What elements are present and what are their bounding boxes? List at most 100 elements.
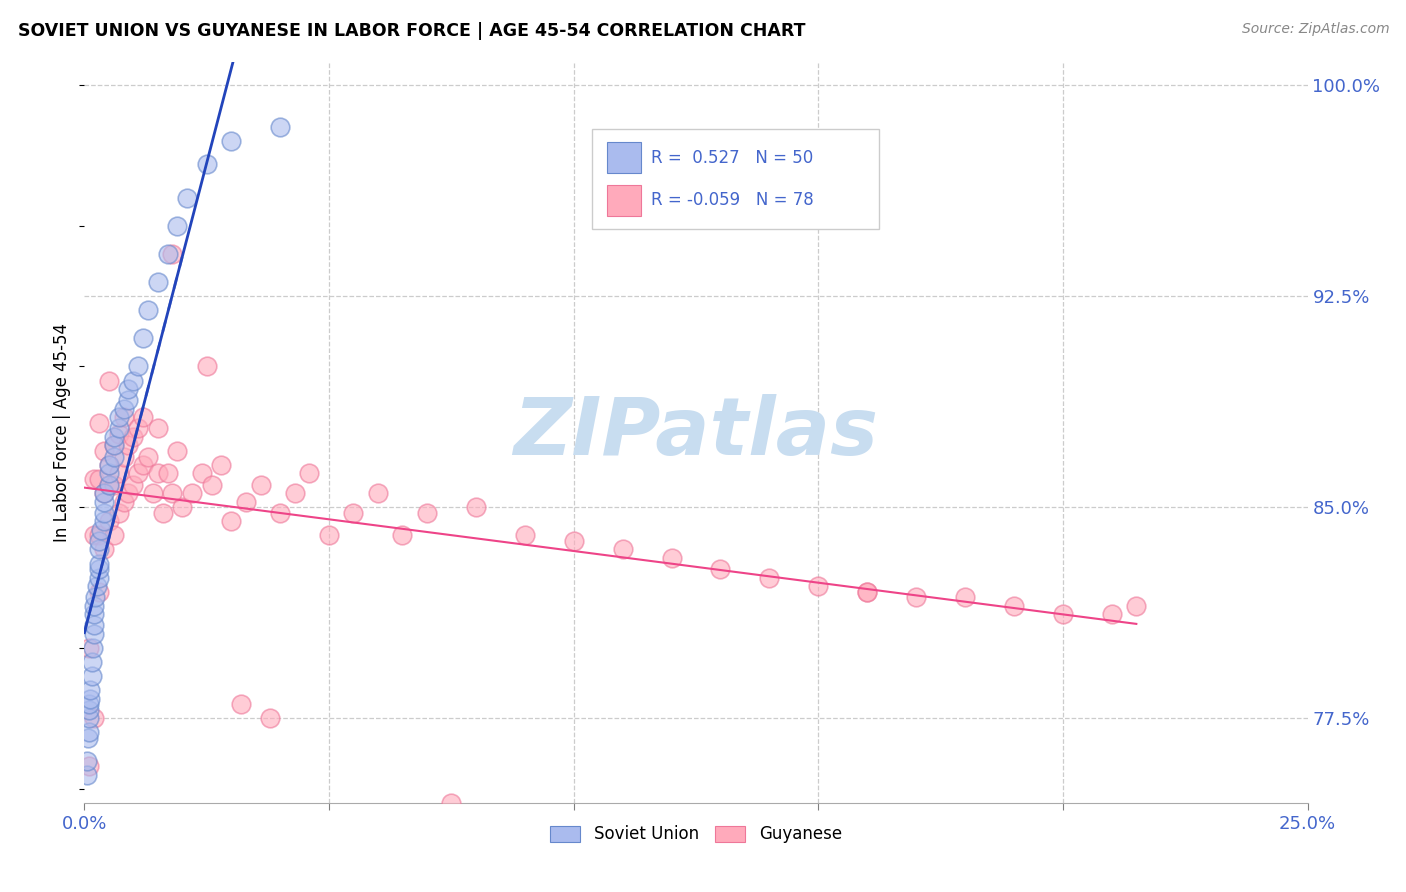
Point (77, 711, 100, 725)
Point (79, 691, 101, 706)
Point (76, 754, 98, 768)
Point (77, 703, 100, 717)
Point (562, 534, 585, 549)
Point (103, 438, 125, 452)
Point (122, 374, 145, 388)
Point (195, 157, 218, 171)
Point (77, 725, 100, 739)
Point (76, 767, 98, 781)
Text: ZIPatlas: ZIPatlas (513, 393, 879, 472)
Point (269, 120, 291, 135)
Point (162, 486, 184, 500)
Point (513, 528, 536, 542)
Point (83, 607, 105, 622)
Point (166, 219, 188, 233)
Point (122, 477, 145, 491)
Point (103, 528, 125, 542)
Point (156, 247, 179, 261)
Point (103, 450, 125, 464)
Point (112, 494, 135, 508)
Point (90, 523, 112, 537)
Point (103, 477, 125, 491)
Point (87, 584, 110, 599)
Point (83, 618, 105, 632)
Point (103, 430, 125, 444)
Point (249, 477, 271, 491)
Legend: Soviet Union, Guyanese: Soviet Union, Guyanese (544, 819, 848, 850)
Point (1002, 599, 1025, 613)
Point (77, 759, 100, 773)
Point (259, 711, 281, 725)
Point (235, 494, 257, 508)
FancyBboxPatch shape (606, 185, 641, 216)
Point (146, 275, 169, 289)
Point (176, 190, 198, 204)
Point (87, 557, 110, 571)
Point (132, 458, 155, 472)
Point (93, 486, 115, 500)
FancyBboxPatch shape (606, 143, 641, 173)
Point (146, 421, 169, 435)
Point (229, 698, 252, 712)
Point (97, 458, 120, 472)
Point (195, 359, 218, 374)
Point (79, 683, 101, 698)
Point (298, 467, 321, 481)
Point (83, 528, 105, 542)
Point (93, 506, 115, 520)
Point (269, 506, 291, 520)
Point (93, 444, 115, 458)
Point (416, 506, 439, 520)
Point (1125, 599, 1147, 613)
Point (87, 416, 110, 430)
FancyBboxPatch shape (592, 129, 880, 229)
Point (142, 486, 165, 500)
Text: SOVIET UNION VS GUYANESE IN LABOR FORCE | AGE 45-54 CORRELATION CHART: SOVIET UNION VS GUYANESE IN LABOR FORCE … (18, 22, 806, 40)
Point (97, 458, 120, 472)
Point (97, 514, 120, 528)
Point (162, 247, 184, 261)
Point (87, 562, 110, 576)
Point (156, 467, 179, 481)
Point (77, 698, 100, 712)
Point (83, 627, 105, 641)
Point (112, 401, 135, 416)
Point (953, 591, 976, 605)
Point (97, 477, 120, 491)
Point (107, 506, 129, 520)
Point (83, 599, 105, 613)
Point (146, 467, 169, 481)
Point (87, 472, 110, 486)
Point (132, 410, 155, 425)
Point (709, 562, 731, 576)
Point (117, 393, 139, 408)
Point (440, 796, 463, 810)
Text: R =  0.527   N = 50: R = 0.527 N = 50 (651, 149, 813, 167)
Point (112, 450, 135, 464)
Point (200, 477, 222, 491)
Point (166, 444, 188, 458)
Point (132, 331, 155, 345)
Point (107, 467, 129, 481)
Point (1101, 607, 1123, 622)
Point (93, 494, 115, 508)
Point (84, 591, 107, 605)
Point (107, 427, 129, 442)
Point (191, 467, 214, 481)
Y-axis label: In Labor Force | Age 45-54: In Labor Force | Age 45-54 (53, 323, 72, 542)
Point (905, 591, 928, 605)
Point (112, 410, 135, 425)
Point (856, 584, 879, 599)
Point (93, 486, 115, 500)
Point (127, 467, 149, 481)
Point (152, 506, 174, 520)
Point (87, 534, 110, 549)
Point (107, 421, 129, 435)
Text: R = -0.059   N = 78: R = -0.059 N = 78 (651, 191, 814, 209)
Point (122, 430, 145, 444)
Point (77, 640, 100, 655)
Point (612, 542, 634, 557)
Point (661, 550, 683, 565)
Point (117, 486, 139, 500)
Point (87, 542, 110, 557)
